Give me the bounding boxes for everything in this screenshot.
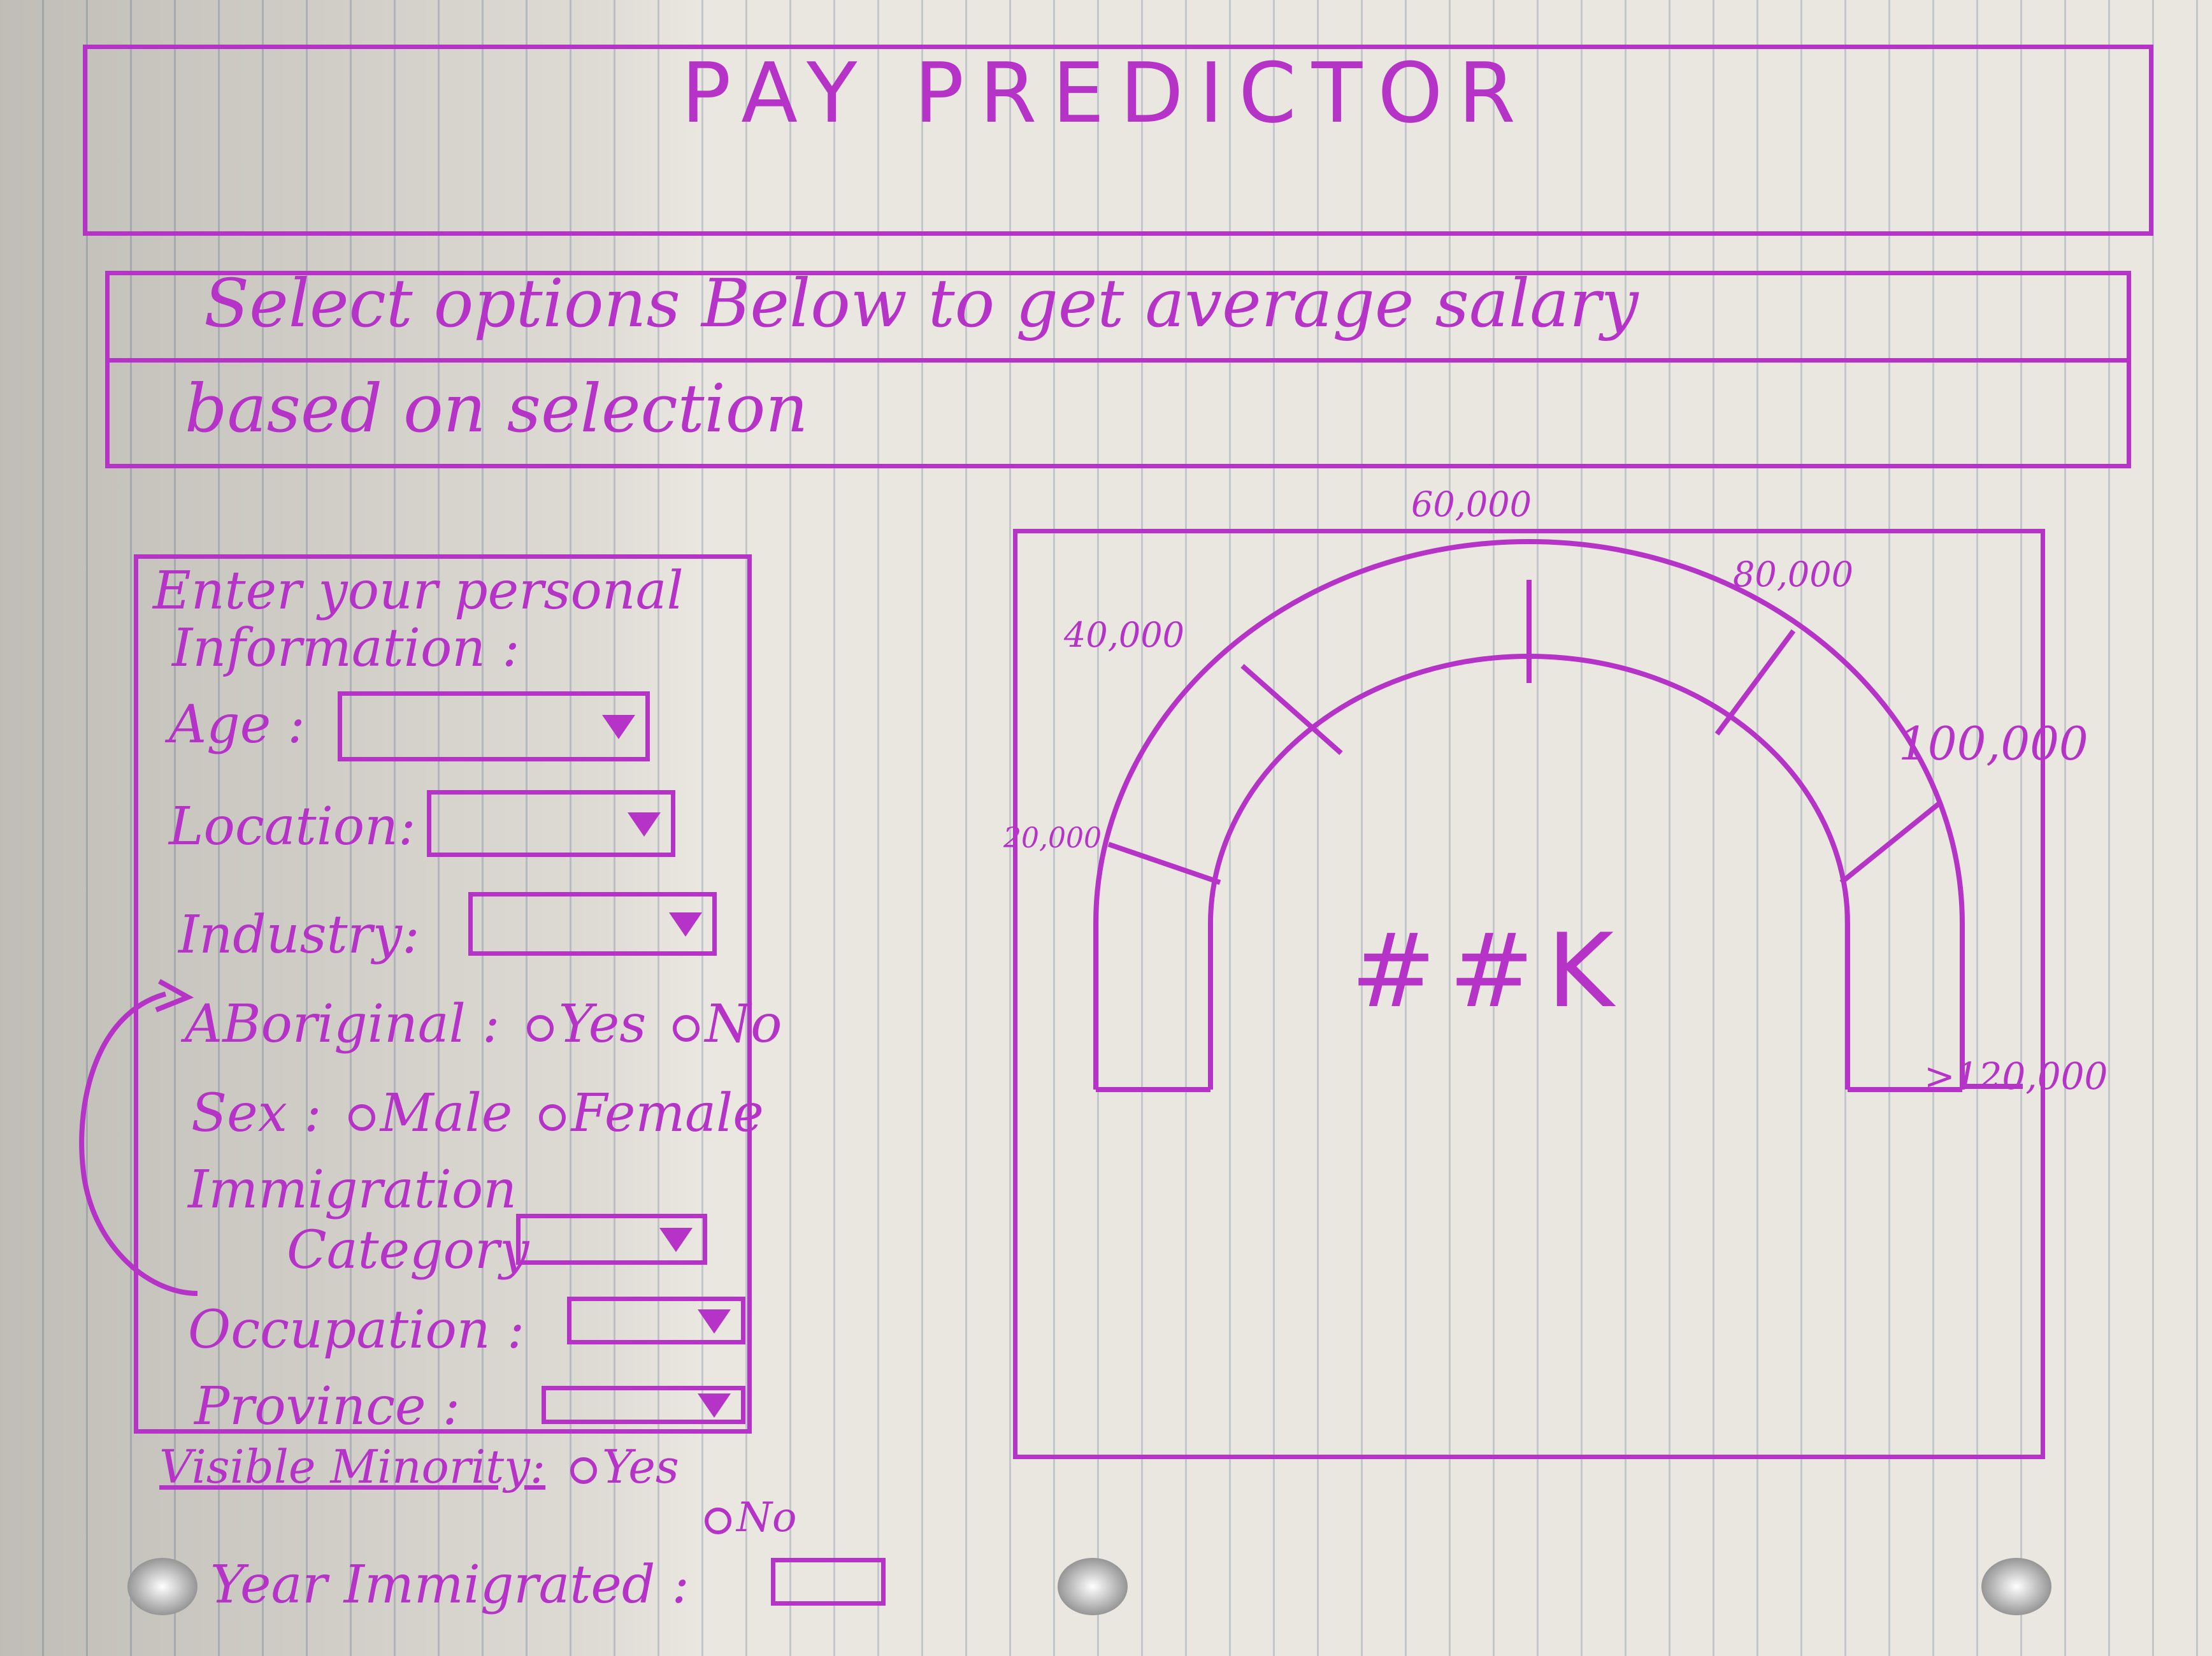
gauge-tick-label: 100,000 (1899, 717, 2088, 770)
form-heading-line-1: Enter your personal (153, 561, 684, 621)
gauge-tick-label: 60,000 (1411, 484, 1532, 524)
aboriginal-label-text: ABoriginal : (185, 994, 500, 1055)
visible-minority-field: Visible Minority: Yes (159, 1440, 679, 1494)
dropdown-arrow-icon (669, 912, 702, 937)
occupation-select[interactable] (567, 1297, 745, 1344)
age-select[interactable] (338, 691, 650, 761)
gauge-tick-label: 40,000 (1064, 615, 1184, 655)
province-select[interactable] (542, 1386, 745, 1424)
aboriginal-yes-radio[interactable] (526, 1014, 554, 1042)
immigration-label-line-2: Category (287, 1220, 529, 1281)
gauge-tick-label: 20,000 (1003, 822, 1102, 854)
province-label: Province : (194, 1376, 461, 1437)
visible-minority-yes-label: Yes (602, 1440, 679, 1494)
salary-gauge (1093, 539, 2023, 1092)
title-bar (83, 45, 2153, 236)
sex-label: Sex : (191, 1083, 322, 1144)
salary-gauge-panel (1013, 529, 2045, 1459)
sex-female-label: Female (571, 1083, 764, 1144)
aboriginal-no-radio[interactable] (673, 1014, 700, 1042)
visible-minority-yes-radio[interactable] (570, 1457, 598, 1484)
aboriginal-yes-label: Yes (558, 994, 647, 1055)
visible-minority-no-label: No (736, 1494, 797, 1541)
year-immigrated-input[interactable] (771, 1558, 886, 1606)
immigration-label-line-1: Immigration (188, 1160, 517, 1220)
age-label: Age : (169, 695, 305, 755)
flow-arrow-icon (79, 979, 198, 1296)
dropdown-arrow-icon (602, 715, 635, 739)
form-heading-line-2: Information : (172, 618, 520, 679)
binder-hole (1981, 1558, 2051, 1615)
binder-hole (127, 1558, 198, 1615)
visible-minority-no-radio[interactable] (705, 1507, 731, 1534)
instruction-line-2: based on selection (185, 370, 808, 447)
dropdown-arrow-icon (659, 1228, 693, 1252)
sex-field: Sex : Male Female (191, 1083, 764, 1144)
industry-label: Industry: (178, 905, 420, 965)
visible-minority-no-option: No (694, 1494, 797, 1541)
gauge-tick-label: 80,000 (1733, 554, 1853, 594)
gauge-tick-label: >120,000 (1924, 1055, 2108, 1098)
instruction-line-1: Select options Below to get average sala… (204, 264, 1639, 342)
year-immigrated-label: Year Immigrated : (210, 1555, 690, 1615)
location-select[interactable] (427, 790, 675, 857)
aboriginal-label: ABoriginal : Yes No (185, 994, 782, 1055)
personal-info-form (134, 554, 752, 1434)
sex-male-radio[interactable] (348, 1104, 375, 1131)
sex-female-radio[interactable] (539, 1104, 566, 1131)
instruction-banner (105, 271, 2131, 468)
occupation-label: Occupation : (188, 1300, 525, 1360)
visible-minority-label: Visible Minority: (159, 1440, 546, 1494)
gauge-arch (1093, 539, 2023, 1092)
page-title: PAY PREDICTOR (681, 45, 1531, 141)
binder-hole (1058, 1558, 1128, 1615)
immigration-category-select[interactable] (516, 1214, 707, 1265)
dropdown-arrow-icon (698, 1393, 731, 1418)
location-label: Location: (169, 796, 416, 857)
dropdown-arrow-icon (698, 1309, 731, 1334)
dropdown-arrow-icon (628, 812, 661, 837)
aboriginal-no-label: No (705, 994, 782, 1055)
gauge-center-value: ##K (1351, 911, 1627, 1030)
industry-select[interactable] (468, 892, 717, 956)
sex-male-label: Male (380, 1083, 513, 1144)
